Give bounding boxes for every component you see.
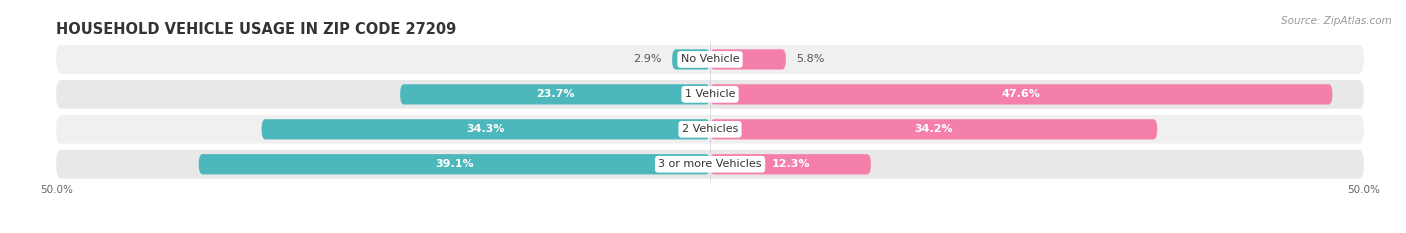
Text: 47.6%: 47.6% <box>1002 89 1040 99</box>
FancyBboxPatch shape <box>710 84 1333 104</box>
Text: 2.9%: 2.9% <box>633 55 662 64</box>
Text: 12.3%: 12.3% <box>772 159 810 169</box>
Text: 39.1%: 39.1% <box>434 159 474 169</box>
Text: HOUSEHOLD VEHICLE USAGE IN ZIP CODE 27209: HOUSEHOLD VEHICLE USAGE IN ZIP CODE 2720… <box>56 22 457 37</box>
Text: 1 Vehicle: 1 Vehicle <box>685 89 735 99</box>
FancyBboxPatch shape <box>710 49 786 69</box>
FancyBboxPatch shape <box>198 154 710 174</box>
Text: 3 or more Vehicles: 3 or more Vehicles <box>658 159 762 169</box>
Text: No Vehicle: No Vehicle <box>681 55 740 64</box>
FancyBboxPatch shape <box>56 150 1364 178</box>
FancyBboxPatch shape <box>56 45 1364 74</box>
Text: 5.8%: 5.8% <box>796 55 825 64</box>
FancyBboxPatch shape <box>262 119 710 139</box>
FancyBboxPatch shape <box>401 84 710 104</box>
Text: 34.3%: 34.3% <box>467 124 505 134</box>
FancyBboxPatch shape <box>710 119 1157 139</box>
Text: 23.7%: 23.7% <box>536 89 574 99</box>
Text: 34.2%: 34.2% <box>914 124 953 134</box>
FancyBboxPatch shape <box>56 115 1364 144</box>
Text: 2 Vehicles: 2 Vehicles <box>682 124 738 134</box>
FancyBboxPatch shape <box>56 80 1364 109</box>
FancyBboxPatch shape <box>672 49 710 69</box>
Text: Source: ZipAtlas.com: Source: ZipAtlas.com <box>1281 16 1392 26</box>
FancyBboxPatch shape <box>710 154 870 174</box>
